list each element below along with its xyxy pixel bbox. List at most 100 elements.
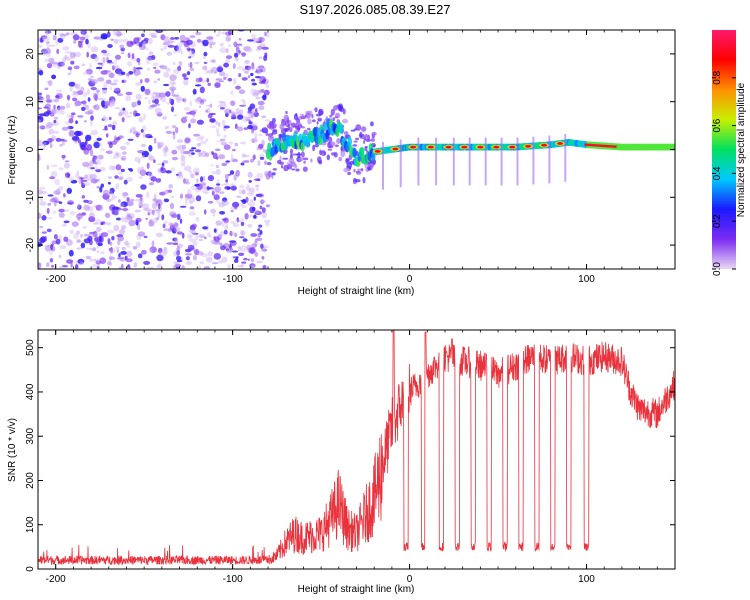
spectrogram-cell <box>198 152 202 157</box>
spectrogram-cell <box>201 187 208 194</box>
spectrogram-cell <box>362 177 366 184</box>
spectrogram-cell <box>244 213 249 220</box>
spectrogram-cell <box>247 171 253 178</box>
spectrogram-cell <box>223 73 229 79</box>
spectrogram-cell <box>85 134 92 142</box>
spectrogram-cell <box>219 107 225 110</box>
spectrogram-cell <box>225 179 229 183</box>
spectrogram-cell <box>102 117 109 122</box>
spectrogram-cell <box>115 152 119 157</box>
spectrogram-cell <box>361 126 367 132</box>
spectrogram-cell <box>101 221 106 225</box>
spectrogram-cell <box>205 138 209 142</box>
spectrogram-cell <box>215 148 221 152</box>
spectrogram-cell <box>228 44 231 47</box>
spectrogram-cell <box>239 202 244 207</box>
spectrogram-cell <box>179 218 183 224</box>
spectrogram-cell <box>220 245 226 251</box>
spectrogram-cell <box>74 100 82 107</box>
spectrogram-cell <box>493 145 500 149</box>
spectrogram-cell <box>38 115 44 123</box>
spectrogram-cell <box>239 184 245 189</box>
spectrogram-cell <box>122 107 126 111</box>
spectrogram-cell <box>93 222 98 225</box>
spectrogram-cell <box>38 262 42 269</box>
spectrogram-cell <box>187 62 193 68</box>
spectrogram-cell <box>186 48 194 51</box>
spectrogram-cell <box>113 38 119 45</box>
spectrogram-cell <box>192 109 198 112</box>
spectrogram-cell <box>195 77 202 83</box>
spectrogram-cell <box>223 134 227 139</box>
spectrogram-cell <box>241 52 246 58</box>
spectrogram-cell <box>180 51 184 55</box>
spectrogram-cell <box>230 185 237 191</box>
spectrogram-cell <box>218 65 222 70</box>
spectrogram-cell <box>249 247 256 255</box>
spectrogram-cell <box>260 200 267 203</box>
spectrogram-cell <box>148 249 153 252</box>
spectrogram-cell <box>83 204 90 211</box>
spectrogram-cell <box>121 225 127 230</box>
spectrogram-cell <box>173 50 177 54</box>
spectrogram-cell <box>484 137 487 186</box>
spectrogram-cell <box>188 211 196 216</box>
spectrogram-cell <box>468 137 471 186</box>
spectrogram-cell <box>301 151 305 158</box>
spectrogram-cell <box>263 89 270 96</box>
spectrogram-cell <box>60 109 65 116</box>
spectrogram-cell <box>126 40 134 47</box>
spectrogram-cell <box>72 34 80 41</box>
spectrogram-cell <box>111 192 115 198</box>
spectrogram-cell <box>106 222 112 226</box>
spectrogram-cell <box>225 160 231 163</box>
spectrogram-cell <box>189 206 195 210</box>
spectrogram-cell <box>162 248 168 254</box>
spectrogram-cell <box>346 162 353 169</box>
spectrogram-cell <box>327 148 333 151</box>
spectrogram-cell <box>162 83 170 87</box>
spectrogram-cell <box>187 188 192 196</box>
spectrogram-cell <box>115 54 121 60</box>
spectrogram-cell <box>93 36 101 40</box>
spectrogram-cell <box>38 44 43 48</box>
spectrogram-cell <box>202 226 208 230</box>
spectrogram-x-ticks: -200 -100 0 100 <box>37 30 676 285</box>
spectrogram-cell <box>355 179 361 183</box>
spectrogram-cell <box>188 170 193 174</box>
spectrogram-cell <box>46 228 52 233</box>
spectrogram-cell <box>119 216 127 223</box>
spectrogram-cell <box>247 223 253 228</box>
spectrogram-cell <box>365 138 372 142</box>
spectrogram-cell <box>213 186 222 192</box>
spectrogram-cell <box>300 115 307 120</box>
spectrogram-cell <box>305 112 311 119</box>
spectrogram-cell <box>251 122 255 126</box>
spectrogram-cell <box>90 115 94 121</box>
spectrogram-cell <box>399 139 402 188</box>
spectrogram-cell <box>261 115 267 119</box>
spectrogram-cell <box>208 235 213 238</box>
spectrogram-cell <box>260 199 265 205</box>
spectrogram-cell <box>282 157 289 160</box>
spectrogram-cell <box>93 141 101 149</box>
spectrogram-cell <box>84 174 88 179</box>
spectrogram-cell <box>252 154 256 160</box>
spectrogram-cell <box>236 195 242 198</box>
spectrogram-cell <box>120 52 125 55</box>
spectrogram-cell <box>335 112 341 119</box>
spectrogram-cell <box>127 138 134 141</box>
spectrogram-cell <box>60 224 67 227</box>
spectrogram-cell <box>125 115 132 118</box>
spectrogram-cell <box>101 118 106 121</box>
spectrogram-cell <box>72 97 78 102</box>
spectrogram-cell <box>241 205 247 209</box>
spectrogram-cell <box>175 255 182 261</box>
spectrogram-cell <box>236 171 241 175</box>
spectrogram-cell <box>110 38 115 41</box>
spectrogram-cell <box>218 71 226 77</box>
spectrogram-cell <box>251 140 259 143</box>
spectrogram-cell <box>90 87 98 91</box>
spectrogram-cell <box>82 179 88 182</box>
